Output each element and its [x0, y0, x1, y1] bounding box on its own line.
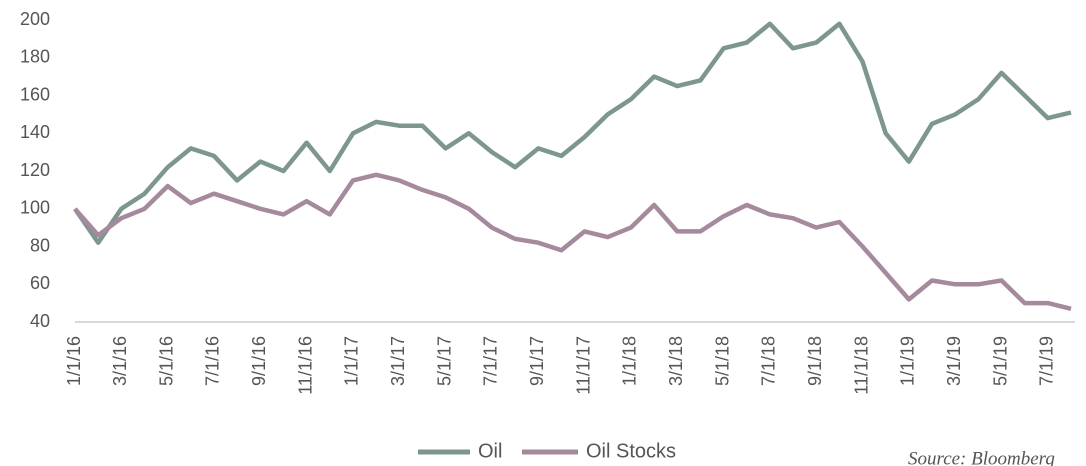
y-tick-label: 40	[30, 311, 50, 331]
y-tick-label: 140	[20, 122, 50, 142]
x-tick-label: 11/1/16	[295, 336, 315, 395]
x-tick-label: 1/1/16	[64, 336, 84, 386]
x-tick-label: 7/1/16	[203, 336, 223, 386]
x-tick-label: 9/1/17	[527, 336, 547, 386]
x-tick-label: 5/1/18	[712, 336, 732, 386]
y-tick-label: 80	[30, 235, 50, 255]
y-tick-label: 60	[30, 273, 50, 293]
y-tick-label: 160	[20, 84, 50, 104]
y-tick-label: 100	[20, 198, 50, 218]
x-tick-label: 9/1/18	[805, 336, 825, 386]
x-tick-label: 1/1/17	[342, 336, 362, 386]
x-tick-label: 3/1/19	[944, 336, 964, 386]
y-tick-label: 180	[20, 47, 50, 67]
y-tick-label: 200	[20, 9, 50, 29]
x-tick-label: 7/1/19	[1037, 336, 1057, 386]
x-tick-label: 3/1/18	[666, 336, 686, 386]
source-note: Source: Bloomberg	[908, 448, 1055, 466]
legend-label: Oil	[478, 440, 502, 462]
line-series	[73, 172, 1072, 311]
x-tick-label: 1/1/19	[898, 336, 918, 386]
x-tick-label: 1/1/18	[620, 336, 640, 386]
x-tick-label: 5/1/19	[990, 336, 1010, 386]
y-tick-label: 120	[20, 160, 50, 180]
legend-label: Oil Stocks	[586, 440, 676, 462]
line-series	[73, 21, 1072, 245]
x-tick-label: 5/1/17	[434, 336, 454, 386]
x-tick-label: 3/1/16	[110, 336, 130, 386]
x-tick-label: 9/1/16	[249, 336, 269, 386]
x-tick-label: 7/1/17	[481, 336, 501, 386]
x-tick-label: 11/1/17	[573, 336, 593, 395]
x-tick-label: 5/1/16	[156, 336, 176, 386]
x-tick-label: 7/1/18	[759, 336, 779, 386]
x-tick-label: 3/1/17	[388, 336, 408, 386]
x-tick-label: 11/1/18	[851, 336, 871, 395]
